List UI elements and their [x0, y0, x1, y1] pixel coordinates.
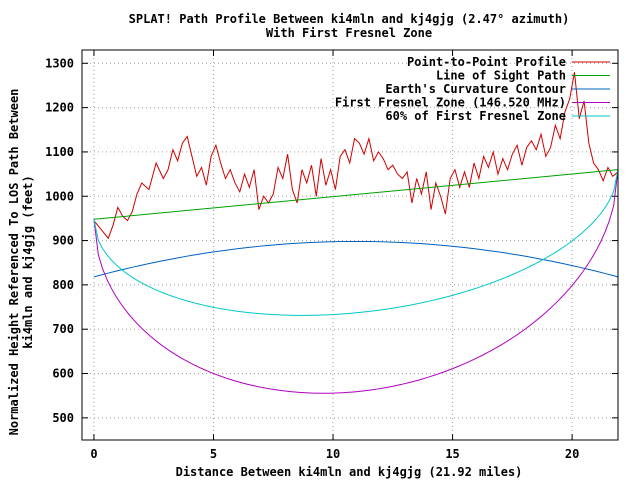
- legend-label-60-of-first-fresnel-zone: 60% of First Fresnel Zone: [385, 109, 566, 123]
- y-axis-label-line-2: ki4mln and kj4gjg (feet): [21, 175, 35, 348]
- first-fresnel-zone-146-520-mhz-line: [93, 169, 619, 394]
- legend-label-point-to-point-profile: Point-to-Point Profile: [407, 55, 566, 69]
- y-tick-label: 800: [52, 278, 74, 292]
- x-tick-label: 15: [445, 447, 459, 461]
- plot-frame: [81, 49, 619, 441]
- legend-label-first-fresnel-zone-146-520-mhz: First Fresnel Zone (146.520 MHz): [335, 96, 566, 110]
- x-tick-label: 5: [210, 447, 217, 461]
- legend-label-earth-s-curvature-contour: Earth's Curvature Contour: [385, 82, 566, 96]
- y-tick-label: 700: [52, 322, 74, 336]
- axis-ticks: 500 600 700 800 900 1000 1100 1200 1300 0 5 10 15 20: [45, 50, 618, 461]
- line-of-sight-path-line: [93, 169, 619, 220]
- y-tick-label: 1100: [45, 145, 74, 159]
- y-tick-label: 1300: [45, 56, 74, 70]
- x-tick-label: 20: [565, 447, 579, 461]
- y-tick-label: 1200: [45, 101, 74, 115]
- x-axis-label: Distance Between ki4mln and kj4gjg (21.9…: [176, 465, 523, 479]
- legend-label-line-of-sight-path: Line of Sight Path: [436, 69, 566, 83]
- y-tick-label: 500: [52, 411, 74, 425]
- earth-s-curvature-contour-line: [93, 240, 619, 278]
- y-tick-label: 600: [52, 367, 74, 381]
- series-lines: [93, 72, 619, 394]
- grid: [82, 50, 618, 440]
- chart-title: SPLAT! Path Profile Between ki4mln and k…: [129, 12, 570, 26]
- y-tick-label: 1000: [45, 189, 74, 203]
- x-tick-label: 0: [90, 447, 97, 461]
- y-tick-label: 900: [52, 234, 74, 248]
- chart-subtitle: With First Fresnel Zone: [266, 26, 432, 40]
- y-axis-label-line-1: Normalized Height Referenced To LOS Path…: [7, 89, 21, 436]
- x-tick-label: 10: [326, 447, 340, 461]
- 60-of-first-fresnel-zone-line: [93, 169, 619, 316]
- point-to-point-profile-line: [93, 72, 619, 240]
